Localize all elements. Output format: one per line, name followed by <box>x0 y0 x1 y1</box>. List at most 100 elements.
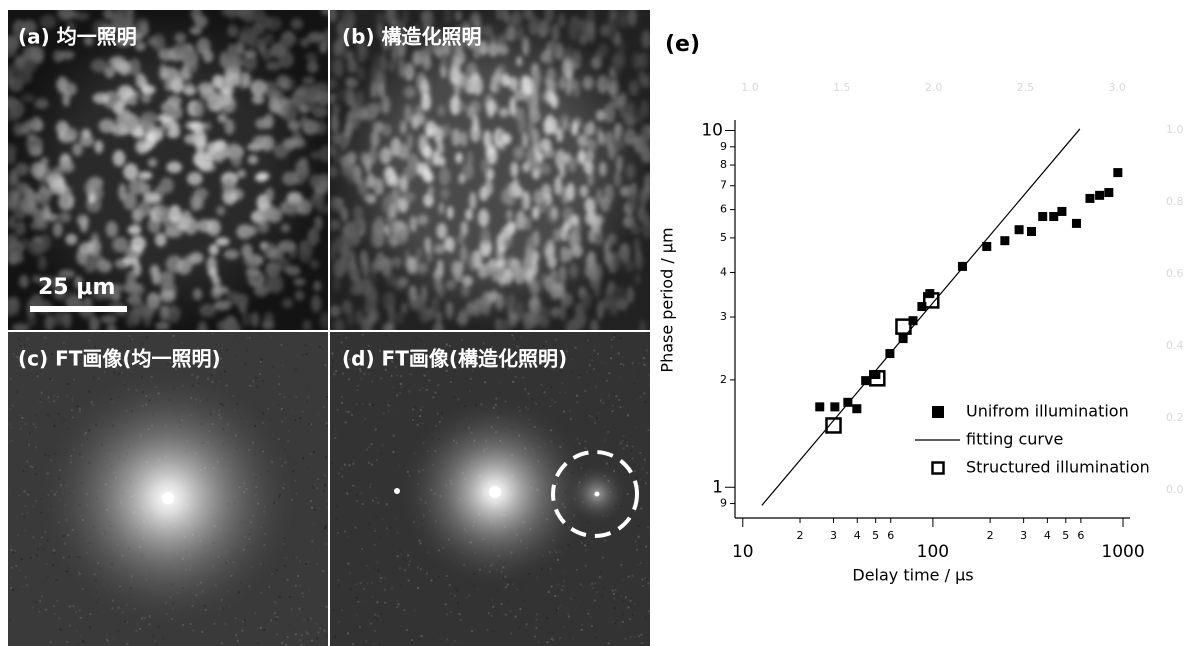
data-point <box>1104 188 1113 197</box>
noise <box>632 571 634 573</box>
noise <box>376 601 378 603</box>
noise <box>624 425 626 427</box>
noise <box>58 617 60 619</box>
noise <box>559 637 561 639</box>
noise <box>421 406 423 408</box>
noise <box>536 619 538 621</box>
noise <box>80 617 82 619</box>
noise <box>579 374 581 376</box>
data-point <box>815 402 824 411</box>
noise <box>546 617 548 619</box>
noise <box>513 338 515 340</box>
noise <box>614 607 616 609</box>
noise <box>620 595 622 597</box>
noise <box>636 398 638 400</box>
noise <box>325 364 327 366</box>
noise <box>288 623 290 625</box>
noise <box>259 373 261 375</box>
y-tick-label: 2 <box>720 373 727 386</box>
noise <box>347 536 349 538</box>
noise <box>516 589 518 591</box>
noise <box>644 541 646 543</box>
noise <box>244 363 246 365</box>
noise <box>312 539 314 541</box>
y-tick-label: 10 <box>701 120 723 140</box>
noise <box>304 426 306 428</box>
noise <box>77 643 79 645</box>
noise <box>646 356 648 358</box>
noise <box>22 470 24 472</box>
noise <box>299 608 301 610</box>
noise <box>307 467 309 469</box>
noise <box>450 593 452 595</box>
noise <box>48 397 50 399</box>
noise <box>220 374 222 376</box>
noise <box>345 421 347 423</box>
noise <box>636 477 638 479</box>
noise <box>273 366 275 368</box>
noise <box>14 591 16 593</box>
noise <box>294 463 296 465</box>
noise <box>646 349 648 351</box>
noise <box>536 627 538 629</box>
noise <box>271 336 273 338</box>
legend-marker <box>932 406 944 418</box>
noise <box>649 384 651 386</box>
noise <box>221 348 223 350</box>
noise <box>344 531 346 533</box>
noise <box>608 528 610 530</box>
noise <box>299 561 301 563</box>
noise <box>27 514 29 516</box>
noise <box>54 613 56 615</box>
noise <box>356 597 358 599</box>
noise <box>607 431 609 433</box>
noise <box>67 611 69 613</box>
noise <box>468 594 470 596</box>
noise <box>256 386 258 388</box>
noise <box>420 421 422 423</box>
noise <box>378 570 380 572</box>
noise <box>327 500 329 502</box>
noise <box>84 641 86 643</box>
noise <box>384 589 386 591</box>
noise <box>562 570 564 572</box>
noise <box>602 362 604 364</box>
noise <box>595 379 597 381</box>
noise <box>606 463 608 465</box>
noise <box>375 428 377 430</box>
noise <box>357 402 359 404</box>
noise <box>221 642 223 644</box>
noise <box>584 544 586 546</box>
noise <box>590 616 592 618</box>
noise <box>252 380 254 382</box>
noise <box>477 588 479 590</box>
noise <box>35 500 37 502</box>
noise <box>26 584 28 586</box>
noise <box>41 392 43 394</box>
noise <box>499 382 501 384</box>
noise <box>305 345 307 347</box>
noise <box>526 623 528 625</box>
noise <box>35 426 37 428</box>
noise <box>121 372 123 374</box>
noise <box>360 582 362 584</box>
noise <box>644 354 646 356</box>
x-tick-label: 5 <box>872 529 879 542</box>
legend-label: fitting curve <box>966 430 1063 449</box>
noise <box>574 347 576 349</box>
data-point <box>1015 225 1024 234</box>
noise <box>618 352 620 354</box>
noise <box>595 386 597 388</box>
noise <box>597 353 599 355</box>
noise <box>66 641 68 643</box>
noise <box>630 450 632 452</box>
noise <box>335 518 337 520</box>
noise <box>557 590 559 592</box>
noise <box>426 573 428 575</box>
noise <box>642 585 644 587</box>
noise <box>630 600 632 602</box>
noise <box>465 597 467 599</box>
noise <box>41 595 43 597</box>
noise <box>80 635 82 637</box>
noise <box>302 457 304 459</box>
